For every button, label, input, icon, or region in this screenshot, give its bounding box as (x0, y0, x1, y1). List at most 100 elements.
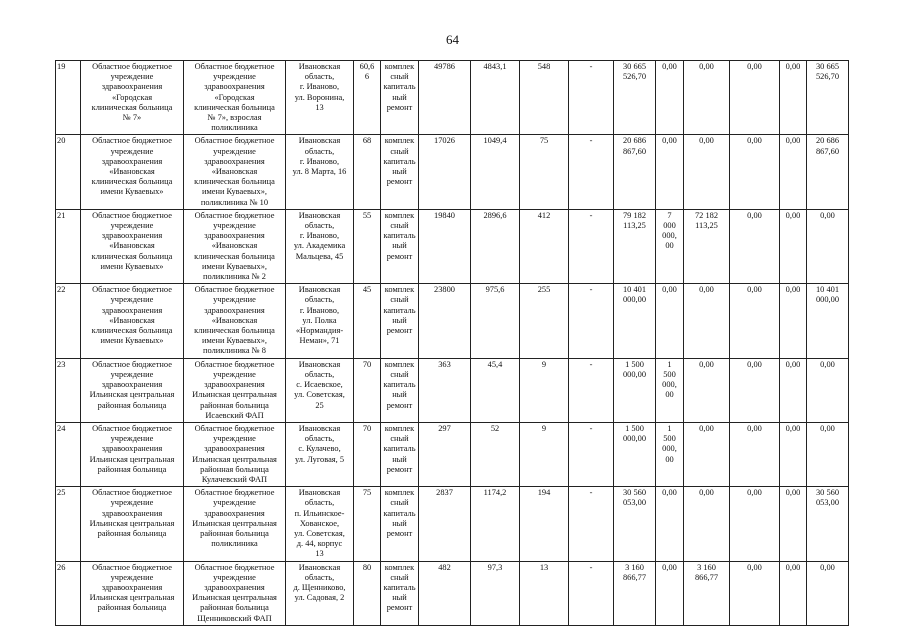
cell-funding-2: 0,00 (683, 134, 730, 210)
cell-funding-2: 0,00 (683, 421, 730, 488)
facilities-table: 19 Областное бюджетное учреждение здравоо… (55, 59, 849, 626)
cell-value-4: - (568, 421, 614, 488)
cell-funding-3: 0,00 (729, 357, 780, 423)
cell-value-4: - (568, 357, 614, 423)
cell-organization: Областное бюджетное учреждение здравоохр… (80, 560, 184, 626)
cell-facility: Областное бюджетное учреждение здравоохр… (183, 283, 286, 359)
cell-wear-percent: 60,6 6 (353, 59, 381, 136)
cell-address: Ивановская область, д. Щенниково, ул. Са… (285, 560, 354, 626)
cell-funding-1: 1 500 000, 00 (655, 357, 684, 423)
cell-facility: Областное бюджетное учреждение здравоохр… (183, 59, 286, 136)
cell-organization: Областное бюджетное учреждение здравоохр… (80, 134, 184, 210)
cell-funding-3: 0,00 (729, 134, 780, 210)
cell-funding-1: 0,00 (655, 59, 684, 136)
cell-total-cost: 1 500 000,00 (613, 421, 656, 488)
cell-total-cost: 3 160 866,77 (613, 560, 656, 626)
cell-value-1: 2837 (418, 486, 471, 562)
cell-row-number: 22 (55, 283, 81, 359)
table-row: 26 Областное бюджетное учреждение здравоо… (55, 560, 849, 626)
cell-wear-percent: 55 (353, 208, 381, 285)
cell-work-type: комплек сный капиталь ный ремонт (380, 283, 419, 359)
cell-funding-5: 30 665 526,70 (806, 59, 849, 136)
cell-value-3: 548 (519, 59, 569, 136)
cell-value-1: 23800 (418, 283, 471, 359)
cell-funding-4: 0,00 (779, 560, 807, 626)
cell-row-number: 20 (55, 134, 81, 210)
cell-facility: Областное бюджетное учреждение здравоохр… (183, 208, 286, 285)
table-row: 23 Областное бюджетное учреждение здравоо… (55, 357, 849, 423)
cell-funding-2: 0,00 (683, 486, 730, 562)
cell-funding-5: 0,00 (806, 357, 849, 423)
page-number: 64 (446, 32, 459, 47)
cell-value-3: 412 (519, 208, 569, 285)
cell-value-4: - (568, 208, 614, 285)
cell-wear-percent: 70 (353, 357, 381, 423)
cell-wear-percent: 68 (353, 134, 381, 210)
cell-row-number: 21 (55, 208, 81, 285)
cell-organization: Областное бюджетное учреждение здравоохр… (80, 208, 184, 285)
cell-funding-2: 72 182 113,25 (683, 208, 730, 285)
cell-address: Ивановская область, с. Кулачево, ул. Луг… (285, 421, 354, 488)
cell-row-number: 19 (55, 59, 81, 136)
cell-funding-4: 0,00 (779, 421, 807, 488)
cell-address: Ивановская область, г. Иваново, ул. Воро… (285, 59, 354, 136)
cell-funding-3: 0,00 (729, 283, 780, 359)
cell-value-1: 363 (418, 357, 471, 423)
cell-funding-5: 10 401 000,00 (806, 283, 849, 359)
cell-wear-percent: 70 (353, 421, 381, 488)
cell-funding-4: 0,00 (779, 134, 807, 210)
cell-funding-2: 3 160 866,77 (683, 560, 730, 626)
cell-value-1: 19840 (418, 208, 471, 285)
cell-area: 1174,2 (470, 486, 520, 562)
cell-funding-4: 0,00 (779, 59, 807, 136)
cell-organization: Областное бюджетное учреждение здравоохр… (80, 283, 184, 359)
cell-value-1: 482 (418, 560, 471, 626)
cell-work-type: комплек сный капиталь ный ремонт (380, 59, 419, 136)
table-row: 19 Областное бюджетное учреждение здравоо… (55, 59, 849, 136)
cell-funding-5: 30 560 053,00 (806, 486, 849, 562)
cell-organization: Областное бюджетное учреждение здравоохр… (80, 59, 184, 136)
cell-funding-3: 0,00 (729, 208, 780, 285)
cell-total-cost: 1 500 000,00 (613, 357, 656, 423)
cell-area: 52 (470, 421, 520, 488)
table-row: 24 Областное бюджетное учреждение здравоо… (55, 421, 849, 488)
cell-value-3: 13 (519, 560, 569, 626)
table-row: 25 Областное бюджетное учреждение здравоо… (55, 486, 849, 562)
cell-funding-4: 0,00 (779, 357, 807, 423)
cell-funding-2: 0,00 (683, 357, 730, 423)
cell-funding-4: 0,00 (779, 208, 807, 285)
cell-total-cost: 79 182 113,25 (613, 208, 656, 285)
cell-work-type: комплек сный капиталь ный ремонт (380, 560, 419, 626)
cell-funding-3: 0,00 (729, 560, 780, 626)
cell-address: Ивановская область, г. Иваново, ул. 8 Ма… (285, 134, 354, 210)
cell-funding-1: 7 000 000, 00 (655, 208, 684, 285)
cell-facility: Областное бюджетное учреждение здравоохр… (183, 134, 286, 210)
cell-area: 45,4 (470, 357, 520, 423)
cell-funding-2: 0,00 (683, 283, 730, 359)
cell-funding-3: 0,00 (729, 486, 780, 562)
cell-funding-1: 1 500 000, 00 (655, 421, 684, 488)
cell-funding-1: 0,00 (655, 134, 684, 210)
table-row: 21 Областное бюджетное учреждение здравоо… (55, 208, 849, 285)
cell-value-4: - (568, 59, 614, 136)
cell-organization: Областное бюджетное учреждение здравоохр… (80, 486, 184, 562)
cell-wear-percent: 80 (353, 560, 381, 626)
cell-work-type: комплек сный капиталь ный ремонт (380, 486, 419, 562)
cell-work-type: комплек сный капиталь ный ремонт (380, 134, 419, 210)
cell-value-3: 9 (519, 357, 569, 423)
cell-value-4: - (568, 486, 614, 562)
cell-funding-3: 0,00 (729, 59, 780, 136)
cell-area: 2896,6 (470, 208, 520, 285)
cell-total-cost: 10 401 000,00 (613, 283, 656, 359)
cell-facility: Областное бюджетное учреждение здравоохр… (183, 486, 286, 562)
cell-funding-4: 0,00 (779, 283, 807, 359)
cell-funding-5: 0,00 (806, 208, 849, 285)
cell-value-3: 75 (519, 134, 569, 210)
cell-value-3: 9 (519, 421, 569, 488)
cell-funding-1: 0,00 (655, 486, 684, 562)
cell-wear-percent: 75 (353, 486, 381, 562)
cell-funding-5: 0,00 (806, 560, 849, 626)
cell-row-number: 24 (55, 421, 81, 488)
cell-funding-3: 0,00 (729, 421, 780, 488)
cell-row-number: 25 (55, 486, 81, 562)
